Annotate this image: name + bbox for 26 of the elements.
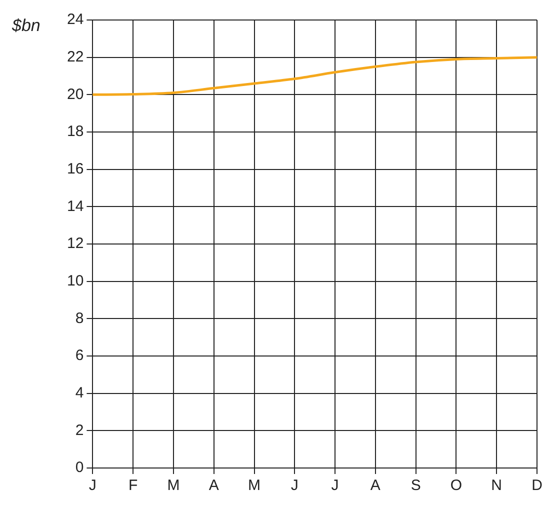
y-tick-label: 22	[66, 48, 84, 66]
x-tick-label: M	[248, 477, 261, 494]
y-tick-label: 20	[66, 86, 84, 103]
y-tick-label: 18	[66, 123, 84, 140]
y-tick-label: 24	[66, 11, 84, 28]
x-tick-label: A	[370, 477, 380, 494]
y-tick-label: 16	[66, 160, 84, 178]
x-tick-label: D	[532, 477, 543, 494]
x-tick-label: A	[208, 477, 219, 494]
x-tick-label: N	[491, 477, 502, 494]
x-tick-label: J	[290, 477, 298, 494]
x-tick-label: F	[128, 477, 138, 494]
y-tick-label: 10	[66, 272, 84, 290]
x-tick-label: M	[167, 477, 180, 494]
y-tick-label: 14	[66, 198, 84, 215]
y-axis-title: $bn	[12, 16, 40, 36]
y-tick-label: 0	[75, 459, 84, 476]
y-tick-label: 2	[75, 422, 84, 439]
y-tick-label: 6	[75, 347, 84, 364]
y-tick-label: 8	[75, 310, 84, 327]
x-tick-label: O	[450, 477, 462, 494]
x-tick-label: S	[410, 477, 421, 494]
y-tick-label: 12	[66, 235, 84, 252]
x-tick-label: J	[331, 477, 339, 494]
x-tick-label: J	[88, 477, 96, 494]
y-tick-label: 4	[75, 384, 84, 402]
